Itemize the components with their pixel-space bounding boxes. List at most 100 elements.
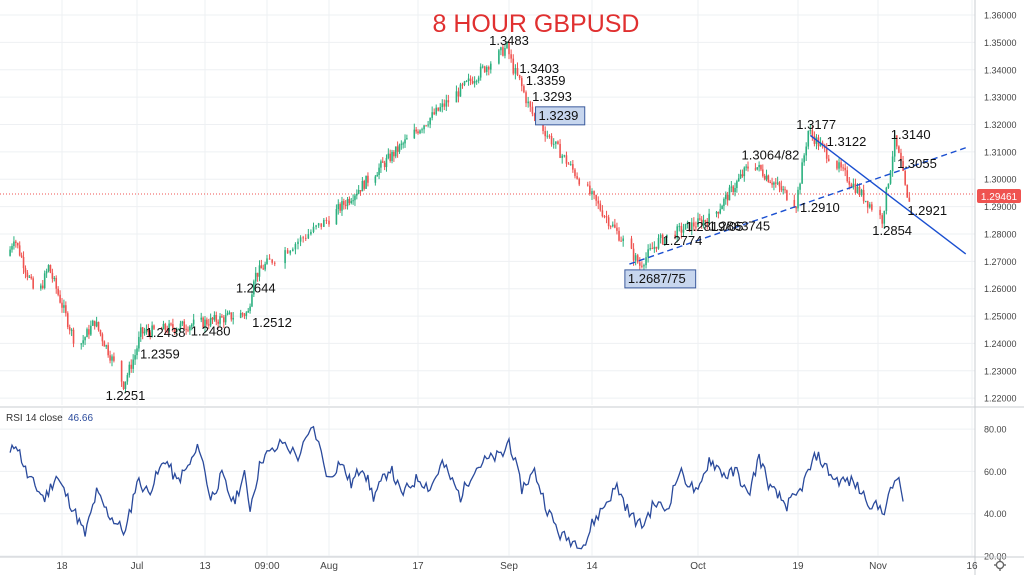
- candle-body: [846, 170, 849, 182]
- candle-body: [181, 321, 184, 324]
- candle-body: [721, 205, 723, 210]
- candle-body: [620, 240, 622, 242]
- candle-body: [431, 112, 433, 118]
- candle-body: [805, 146, 808, 156]
- candle-body: [666, 234, 668, 238]
- candle-body: [557, 141, 559, 144]
- price-annotations: 1.2251 1.2359 1.2438 1.2480 1.2512 1.2644 1.34…: [106, 33, 948, 403]
- candle-body: [356, 193, 358, 196]
- candle-body: [767, 175, 770, 183]
- settings-gear-icon[interactable]: [994, 559, 1006, 571]
- candle-body: [827, 158, 830, 161]
- candle-body: [28, 276, 31, 278]
- key-price-label: 1.2480: [191, 324, 231, 339]
- candle-body: [840, 162, 842, 168]
- candle-body: [887, 183, 890, 188]
- candle-body: [565, 155, 568, 164]
- candle-body: [374, 176, 377, 183]
- candle-body: [498, 50, 500, 64]
- candle-body: [271, 259, 273, 263]
- candle-body: [754, 168, 757, 170]
- current-price-badge: [977, 189, 1021, 203]
- candle-body: [641, 265, 643, 267]
- candle-body: [704, 220, 707, 222]
- candlesticks: [9, 39, 911, 393]
- key-price-label: 1.2644: [236, 281, 276, 296]
- candle-body: [618, 230, 620, 241]
- key-price-label: 1.2251: [106, 388, 146, 403]
- candle-body: [179, 323, 182, 329]
- candle-body: [59, 294, 61, 303]
- candle-body: [245, 312, 248, 316]
- candle-body: [622, 238, 624, 242]
- rsi-panel: [9, 425, 904, 550]
- candle-body: [477, 77, 480, 81]
- candle-body: [429, 117, 431, 125]
- candle-body: [639, 262, 641, 266]
- price-axis-tick-label: 1.36000: [984, 11, 1017, 21]
- candle-body: [717, 211, 720, 214]
- candle-body: [441, 103, 444, 108]
- candle-body: [563, 155, 566, 157]
- price-axis-tick-label: 1.32000: [984, 120, 1017, 130]
- candle-body: [896, 135, 898, 147]
- candle-body: [793, 199, 796, 208]
- candle-body: [836, 160, 838, 169]
- key-price-label: 1.3177: [796, 117, 836, 132]
- candle-body: [745, 166, 747, 168]
- candle-body: [22, 256, 25, 269]
- candle-body: [9, 249, 11, 256]
- price-axis-tick-label: 1.34000: [984, 65, 1017, 75]
- candle-body: [457, 91, 460, 97]
- candle-body: [459, 84, 462, 97]
- candle-body: [807, 130, 810, 147]
- candle-body: [359, 190, 362, 192]
- candle-body: [518, 74, 521, 79]
- candle-body: [634, 255, 637, 261]
- key-price-label: 1.2774: [663, 233, 703, 248]
- candle-body: [151, 325, 153, 337]
- candle-body: [41, 285, 44, 289]
- candle-body: [378, 167, 380, 175]
- trendlines: [629, 134, 967, 265]
- key-price-label: 1.2512: [252, 315, 292, 330]
- price-axis-tick-label: 1.26000: [984, 284, 1017, 294]
- time-axis-tick-label: Nov: [869, 561, 887, 572]
- candle-body: [101, 334, 104, 342]
- candle-body: [162, 323, 165, 330]
- candle-body: [516, 68, 519, 75]
- candle-body: [773, 182, 775, 185]
- candle-body: [24, 268, 27, 273]
- candle-body: [243, 314, 246, 316]
- rsi-last-value: 46.66: [68, 413, 93, 424]
- candle-body: [544, 131, 546, 137]
- candle-body: [485, 66, 488, 72]
- candle-body: [690, 222, 693, 231]
- price-axis-tick-label: 1.29000: [984, 202, 1017, 212]
- candle-body: [289, 250, 292, 254]
- candle-body: [249, 306, 251, 311]
- candle-body: [49, 265, 52, 273]
- candle-body: [175, 329, 178, 333]
- candle-body: [219, 316, 221, 324]
- candle-body: [385, 157, 388, 168]
- rsi-axis-tick-label: 60.00: [984, 467, 1007, 477]
- candle-body: [699, 218, 701, 220]
- candle-body: [784, 189, 786, 191]
- candle-body: [531, 106, 534, 114]
- candle-body: [821, 142, 824, 145]
- candle-body: [147, 329, 150, 333]
- candle-body: [533, 113, 536, 117]
- candle-body: [239, 313, 242, 318]
- candle-body: [253, 281, 255, 295]
- key-price-label: 1.3140: [891, 127, 931, 142]
- candle-body: [413, 129, 416, 139]
- candle-body: [80, 343, 83, 345]
- candle-body: [736, 181, 738, 189]
- key-price-label: 1.3403: [519, 61, 559, 76]
- candle-body: [417, 131, 419, 134]
- key-price-label: 1.3359: [526, 73, 566, 88]
- key-price-label: 1.3293: [532, 89, 572, 104]
- time-axis-tick-label: 19: [792, 561, 804, 572]
